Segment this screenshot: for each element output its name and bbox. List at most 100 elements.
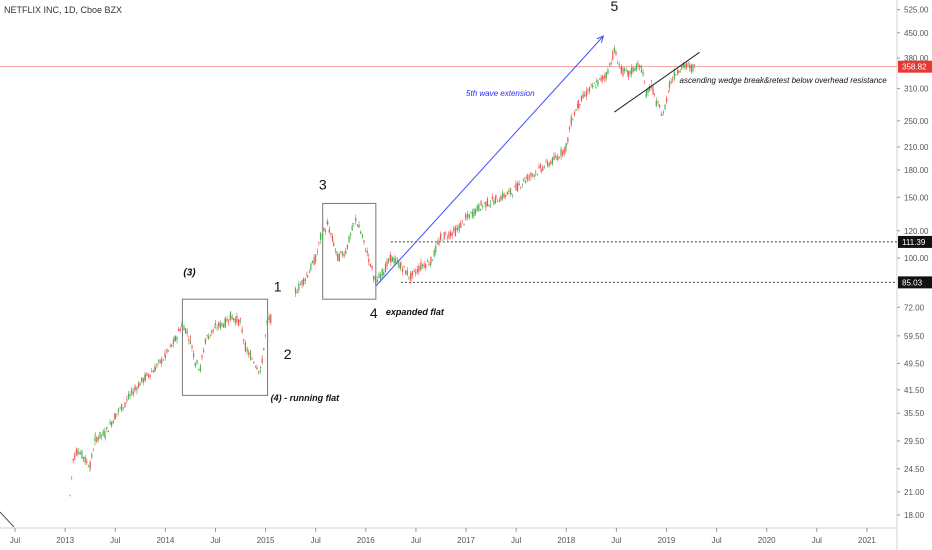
candle-body xyxy=(625,69,627,71)
candle-body xyxy=(101,434,103,436)
x-tick-label: 2020 xyxy=(758,536,776,545)
candle-body xyxy=(597,79,599,86)
x-tick-label: 2017 xyxy=(457,536,475,545)
candle-body xyxy=(328,229,330,233)
candle-body xyxy=(429,262,432,266)
candle-body xyxy=(416,268,418,273)
candle-body xyxy=(327,221,329,225)
candle-body xyxy=(337,253,339,262)
level-tag xyxy=(898,235,932,248)
candle-body xyxy=(536,174,538,175)
candle-body xyxy=(376,279,379,283)
candle-body xyxy=(351,226,353,231)
candle-body xyxy=(607,69,609,75)
candle-body xyxy=(92,450,95,452)
candle-body xyxy=(500,196,502,201)
candle-body xyxy=(461,220,464,222)
candle-body xyxy=(497,201,499,203)
candle-body xyxy=(672,79,674,81)
candle-body xyxy=(545,160,547,162)
candle-body xyxy=(654,94,656,95)
chart-annotation: ascending wedge break&retest below overh… xyxy=(680,76,888,85)
candle-body xyxy=(547,161,549,166)
current-price-tag xyxy=(898,60,932,73)
candle-body xyxy=(315,254,317,259)
candle-body xyxy=(186,331,188,334)
candle-body xyxy=(246,348,248,352)
candle-body xyxy=(304,279,306,281)
x-tick-label: 2015 xyxy=(257,536,275,545)
candle-body xyxy=(164,352,166,356)
candle-body xyxy=(513,186,515,187)
candle-body xyxy=(181,321,184,322)
x-tick-label: Jul xyxy=(110,536,120,545)
candle-body xyxy=(126,399,128,401)
candle-body xyxy=(585,94,587,97)
y-tick-label: 210.00 xyxy=(904,143,929,152)
candle-body xyxy=(620,65,622,73)
candle-body xyxy=(448,232,450,239)
candle-body xyxy=(615,51,617,56)
candle-body xyxy=(381,268,383,276)
candle-body xyxy=(433,250,435,257)
candle-body xyxy=(438,240,440,245)
y-tick-label: 29.50 xyxy=(904,437,925,446)
candle-body xyxy=(109,421,111,425)
x-tick-label: Jul xyxy=(812,536,822,545)
candle-body xyxy=(465,214,467,218)
candle-body xyxy=(640,69,643,73)
y-tick-label: 250.00 xyxy=(904,117,929,126)
candle-body xyxy=(266,321,268,323)
candle-body xyxy=(690,65,692,72)
candle-body xyxy=(167,350,170,351)
candle-body xyxy=(316,251,318,253)
candle-body xyxy=(261,358,263,363)
candle-body xyxy=(610,62,612,65)
candle-body xyxy=(87,466,89,467)
candle-body xyxy=(310,263,312,271)
candle-body xyxy=(655,100,658,104)
candle-body xyxy=(553,155,555,161)
candle-body xyxy=(147,374,150,377)
candle-body xyxy=(119,407,121,409)
candle-body xyxy=(467,213,469,217)
candle-body xyxy=(650,80,653,81)
candle-body xyxy=(520,187,522,189)
candle-body xyxy=(237,319,240,326)
candle-body xyxy=(355,218,357,222)
candle-body xyxy=(249,353,252,361)
candle-body xyxy=(627,71,630,77)
candle-body xyxy=(346,244,348,249)
candle-body xyxy=(343,254,345,257)
candle-body xyxy=(642,71,644,76)
candle-body xyxy=(159,359,161,364)
candle-body xyxy=(136,387,138,391)
candle-body xyxy=(368,254,370,256)
candle-body xyxy=(256,367,258,370)
candle-body xyxy=(141,377,143,382)
candle-body xyxy=(137,383,140,388)
x-tick-label: 2019 xyxy=(658,536,676,545)
chart-annotation: (3) xyxy=(183,268,196,279)
candle-body xyxy=(208,336,210,340)
candle-body xyxy=(525,177,527,179)
candle-body xyxy=(398,262,400,268)
candle-body xyxy=(336,251,338,254)
candle-body xyxy=(188,339,190,341)
level-label: 111.39 xyxy=(902,238,926,247)
candle-body xyxy=(369,264,372,267)
candle-body xyxy=(436,242,438,244)
candle-body xyxy=(320,233,322,236)
candle-body xyxy=(116,413,118,415)
candle-body xyxy=(458,224,460,231)
candle-body xyxy=(307,275,309,278)
y-tick-label: 525.00 xyxy=(904,6,929,15)
candle-body xyxy=(533,174,535,177)
candle-body xyxy=(539,164,542,168)
candle-body xyxy=(127,394,130,399)
candle-body xyxy=(418,266,420,272)
candles-group xyxy=(69,45,696,497)
candle-body xyxy=(81,451,83,459)
candle-body xyxy=(605,72,607,78)
